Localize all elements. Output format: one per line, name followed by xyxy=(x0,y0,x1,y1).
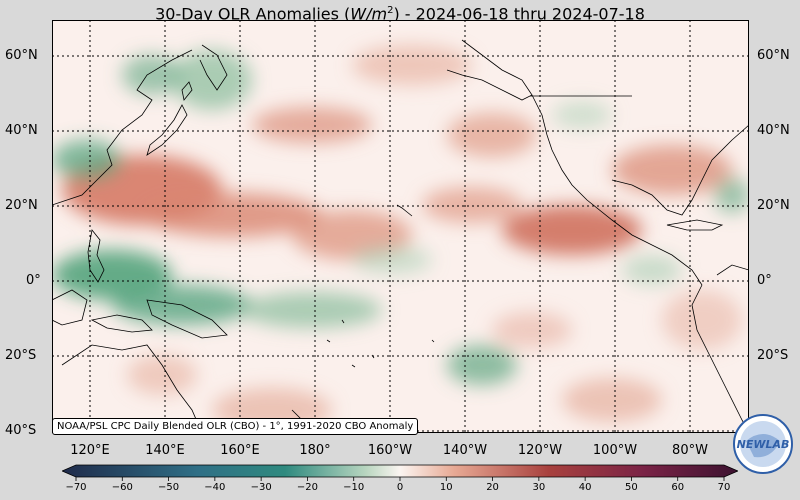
colorbar-tick-label: −10 xyxy=(343,482,365,493)
lon-label-120w: 120°W xyxy=(517,443,563,458)
colorbar-tick-label: 50 xyxy=(625,482,638,493)
colorbar-tick-label: 10 xyxy=(439,482,453,493)
lon-label-80w: 80°W xyxy=(672,443,708,458)
olr-anomaly-map xyxy=(52,20,749,433)
colorbar-tick-label: 30 xyxy=(532,482,546,493)
lon-label-160w: 160°W xyxy=(367,443,413,458)
map-title: 30-Day OLR Anomalies (W/m2) - 2024-06-18… xyxy=(155,4,645,24)
lat-label-60n-right: 60°N xyxy=(757,48,790,63)
lat-label-60n: 60°N xyxy=(5,48,38,63)
lat-label-40n: 40°N xyxy=(5,123,38,138)
lat-label-20s: 20°S xyxy=(5,348,37,363)
lat-label-0: 0° xyxy=(26,273,41,288)
lat-label-20n: 20°N xyxy=(5,198,38,213)
colorbar-tick-label: −60 xyxy=(111,482,133,493)
colorbar-tick-label: 40 xyxy=(578,482,592,493)
colorbar-tick-label: −50 xyxy=(158,482,180,493)
newlab-logo: NEWLAB xyxy=(733,414,793,474)
colorbar-tick-label: 70 xyxy=(717,482,731,493)
lon-label-180: 180° xyxy=(299,443,331,458)
colorbar-tick-label: −30 xyxy=(250,482,272,493)
colorbar-tick-label: −20 xyxy=(296,482,318,493)
data-source-credit: NOAA/PSL CPC Daily Blended OLR (CBO) - 1… xyxy=(52,418,419,435)
lon-label-140w: 140°W xyxy=(442,443,488,458)
lon-label-100w: 100°W xyxy=(592,443,638,458)
colorbar-tick-label: −40 xyxy=(204,482,226,493)
lon-label-120e: 120°E xyxy=(70,443,110,458)
coastlines xyxy=(52,39,749,433)
colorbar-tick-label: 20 xyxy=(486,482,499,493)
colorbar-bar xyxy=(62,464,738,478)
logo-text: NEWLAB xyxy=(737,438,790,451)
lat-label-20n-right: 20°N xyxy=(757,198,790,213)
lon-label-140e: 140°E xyxy=(145,443,185,458)
colorbar xyxy=(62,464,738,481)
colorbar-tick-label: 0 xyxy=(396,482,404,493)
lon-label-160e: 160°E xyxy=(220,443,260,458)
lat-label-20s-right: 20°S xyxy=(757,348,789,363)
colorbar-tick-label: 60 xyxy=(671,482,685,493)
colorbar-tick-label: −70 xyxy=(65,482,87,493)
lat-label-40s: 40°S xyxy=(5,423,37,438)
lat-label-0-right: 0° xyxy=(757,273,772,288)
lat-label-40n-right: 40°N xyxy=(757,123,790,138)
